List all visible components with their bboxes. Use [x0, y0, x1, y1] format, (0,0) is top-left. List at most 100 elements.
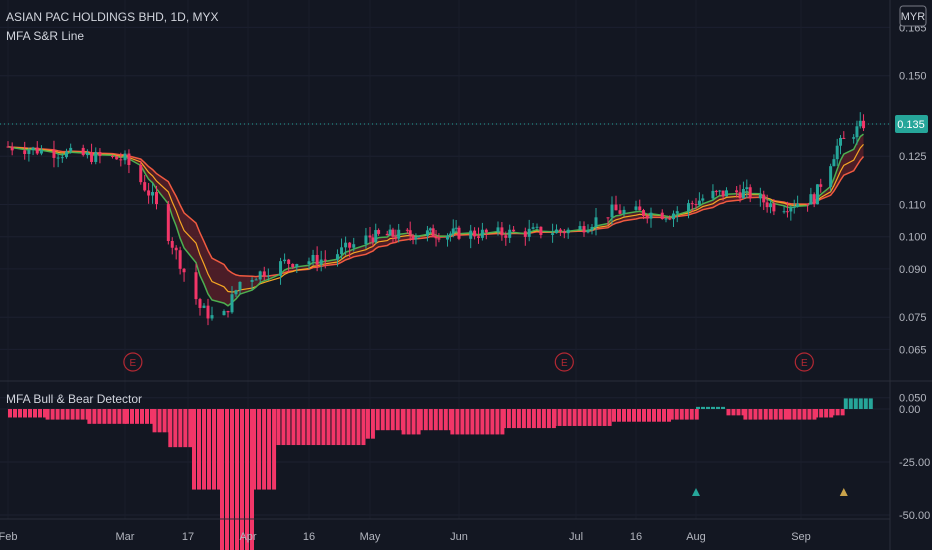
candle-bull[interactable] — [230, 294, 234, 313]
candle-bear[interactable] — [668, 218, 672, 220]
histogram-bar[interactable] — [45, 409, 50, 420]
histogram-bar[interactable] — [225, 409, 229, 550]
histogram-bar[interactable] — [582, 409, 587, 426]
histogram-bar[interactable] — [125, 409, 129, 424]
candle-bull[interactable] — [210, 315, 214, 319]
candle-bull[interactable] — [60, 157, 64, 159]
histogram-bar[interactable] — [490, 409, 495, 435]
histogram-bar[interactable] — [192, 409, 196, 490]
candle-bear[interactable] — [198, 299, 202, 308]
candle-bear[interactable] — [721, 190, 725, 197]
candle-bear[interactable] — [90, 152, 94, 162]
candle-bear[interactable] — [735, 190, 739, 193]
histogram-bar[interactable] — [814, 409, 819, 418]
candle-bear[interactable] — [862, 120, 866, 129]
histogram-bar[interactable] — [465, 409, 470, 435]
histogram-bar[interactable] — [117, 409, 122, 424]
candle-bull[interactable] — [551, 233, 555, 235]
histogram-bar[interactable] — [830, 409, 835, 416]
histogram-bar[interactable] — [858, 398, 863, 409]
candle-bear[interactable] — [500, 227, 504, 236]
histogram-bar[interactable] — [80, 409, 85, 420]
histogram-bar[interactable] — [748, 409, 753, 420]
candle-bull[interactable] — [586, 230, 590, 233]
histogram-bar[interactable] — [736, 409, 741, 416]
histogram-bar[interactable] — [546, 409, 551, 429]
candle-bull[interactable] — [397, 229, 401, 239]
histogram-bar[interactable] — [188, 409, 193, 448]
candle-bear[interactable] — [473, 230, 477, 237]
candle-bull[interactable] — [254, 279, 258, 281]
histogram-bar[interactable] — [557, 409, 562, 426]
candles[interactable] — [6, 112, 866, 326]
candle-bear[interactable] — [738, 192, 742, 199]
candle-bear[interactable] — [642, 210, 645, 216]
histogram-bar[interactable] — [8, 409, 12, 418]
histogram-bar[interactable] — [356, 409, 361, 446]
histogram-bar[interactable] — [65, 409, 70, 420]
histogram-bar[interactable] — [306, 409, 311, 446]
candle-bear[interactable] — [765, 202, 769, 208]
candle-bear[interactable] — [618, 210, 622, 214]
candle-bear[interactable] — [81, 147, 85, 156]
candle-bull[interactable] — [610, 204, 614, 218]
histogram-bar[interactable] — [267, 409, 272, 490]
candle-bear[interactable] — [411, 235, 415, 240]
candle-bull[interactable] — [27, 150, 31, 155]
candle-bull[interactable] — [792, 206, 796, 208]
candle-bear[interactable] — [323, 259, 327, 261]
histogram-bar[interactable] — [753, 409, 758, 420]
candle-bear[interactable] — [23, 150, 27, 155]
candle-bear[interactable] — [377, 230, 381, 234]
histogram-bar[interactable] — [311, 409, 316, 446]
candle-bull[interactable] — [769, 203, 773, 208]
candle-bull[interactable] — [815, 184, 819, 205]
candle-bull[interactable] — [566, 229, 570, 234]
candle-bear[interactable] — [660, 212, 664, 220]
histogram-bar[interactable] — [341, 409, 346, 446]
candle-bull[interactable] — [222, 311, 226, 316]
candle-bear[interactable] — [772, 203, 776, 212]
histogram-bar[interactable] — [863, 398, 868, 409]
candle-bull[interactable] — [425, 230, 429, 237]
candle-bear[interactable] — [434, 237, 438, 239]
histogram-bar[interactable] — [380, 409, 385, 431]
histogram-bar[interactable] — [711, 406, 715, 409]
candle-bear[interactable] — [315, 254, 319, 265]
histogram-bar[interactable] — [245, 409, 249, 550]
histogram-bar[interactable] — [627, 409, 631, 422]
candle-bull[interactable] — [69, 147, 73, 152]
histogram-bar[interactable] — [286, 409, 291, 446]
candle-bear[interactable] — [147, 190, 151, 196]
candle-bear[interactable] — [98, 151, 102, 156]
histogram-bar[interactable] — [501, 409, 506, 429]
candle-bear[interactable] — [812, 194, 816, 205]
candle-bull[interactable] — [675, 211, 679, 214]
histogram-bar[interactable] — [783, 409, 788, 420]
candle-bull[interactable] — [258, 271, 262, 280]
histogram-bar[interactable] — [622, 409, 626, 422]
candle-bull[interactable] — [594, 217, 598, 227]
candle-bull[interactable] — [531, 227, 535, 229]
candle-bull[interactable] — [782, 211, 786, 213]
candle-bear[interactable] — [127, 153, 131, 165]
candle-bull[interactable] — [745, 187, 749, 190]
histogram[interactable] — [8, 398, 873, 550]
candle-bull[interactable] — [202, 305, 206, 308]
histogram-bar[interactable] — [743, 409, 748, 420]
candle-bear[interactable] — [110, 155, 114, 157]
histogram-bar[interactable] — [840, 409, 845, 416]
histogram-bar[interactable] — [694, 409, 699, 420]
candle-bull[interactable] — [448, 233, 452, 236]
histogram-bar[interactable] — [87, 409, 92, 424]
histogram-bar[interactable] — [252, 409, 257, 490]
histogram-bar[interactable] — [592, 409, 597, 426]
histogram-bar[interactable] — [122, 409, 127, 424]
histogram-bar[interactable] — [75, 409, 80, 420]
currency-button[interactable] — [899, 5, 927, 27]
candle-bear[interactable] — [558, 229, 562, 232]
histogram-bar[interactable] — [43, 409, 47, 418]
histogram-bar[interactable] — [706, 406, 710, 409]
candle-bull[interactable] — [364, 235, 368, 245]
